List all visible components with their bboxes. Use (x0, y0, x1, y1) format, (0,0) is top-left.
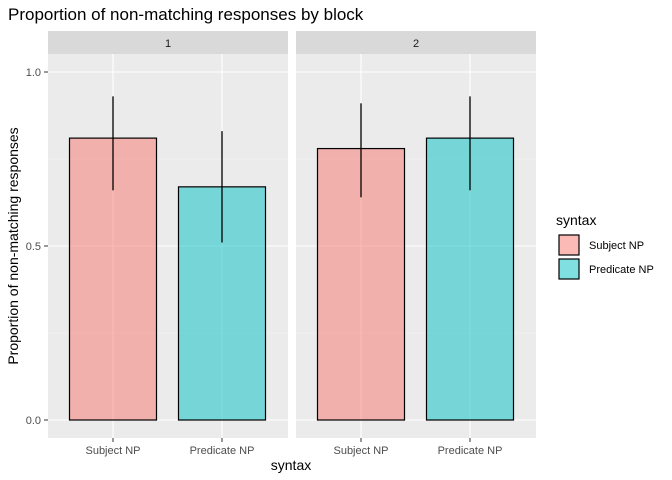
facet-panel-2: 2 Subject NP Predicate NP (296, 31, 536, 457)
legend-swatch-subject-np (558, 234, 580, 256)
y-tick-label: 1.0 (26, 67, 41, 79)
x-tick-label: Predicate NP (190, 445, 255, 457)
legend-title: syntax (556, 212, 596, 228)
chart-title: Proportion of non-matching responses by … (8, 5, 364, 24)
x-axis-title: syntax (271, 457, 311, 473)
facet-panel-1: 1 Subject NP Predicate NP (48, 31, 288, 457)
legend-swatch-predicate-np (558, 258, 580, 280)
facet-strip (48, 31, 288, 54)
x-tick-label: Subject NP (85, 445, 140, 457)
y-tick-label: 0.0 (26, 415, 41, 427)
facet-panels: 1 Subject NP Predicate NP 2 Subject NP Predic… (48, 31, 536, 457)
y-axis-title: Proportion of non-matching responses (5, 127, 21, 364)
legend-label-subject-np: Subject NP (589, 240, 644, 252)
facet-strip (296, 31, 536, 54)
x-tick-label: Predicate NP (438, 445, 503, 457)
facet-strip-label: 1 (165, 38, 171, 50)
y-tick-label: 0.5 (26, 241, 41, 253)
x-tick-label: Subject NP (333, 445, 388, 457)
facet-strip-label: 2 (413, 38, 419, 50)
legend-label-predicate-np: Predicate NP (589, 264, 654, 276)
legend: syntax Subject NP Predicate NP (556, 212, 654, 280)
y-axis: 0.0 0.5 1.0 (26, 67, 48, 427)
